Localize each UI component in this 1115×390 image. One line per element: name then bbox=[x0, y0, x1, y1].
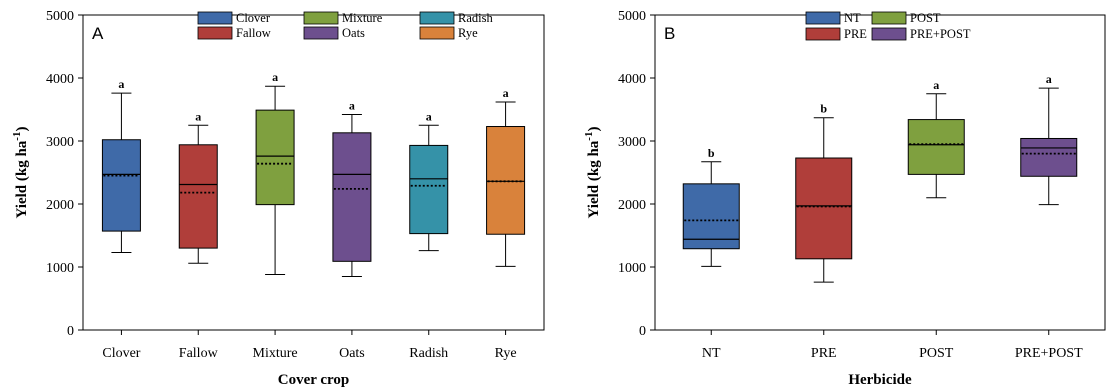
plot-frame bbox=[82, 14, 545, 331]
legend-swatch-post bbox=[871, 11, 907, 25]
y-axis-title: Yield (kg ha-1) bbox=[583, 127, 602, 219]
box-iqr-pre-post bbox=[1020, 137, 1078, 177]
x-tick-label-oats: Oats bbox=[339, 346, 365, 361]
box-nt: b bbox=[682, 146, 740, 267]
y-tick-label: 1000 bbox=[618, 261, 646, 276]
box-clover: a bbox=[101, 77, 141, 254]
y-axis-title-main: Yield (kg ha bbox=[14, 140, 30, 218]
legend-label-radish: Radish bbox=[458, 11, 493, 25]
significance-letter-pre: b bbox=[820, 102, 827, 116]
panel-b: 0 1000 2000 3000 4000 5000 NT PRE POST PRE+POST He… bbox=[583, 9, 1106, 388]
legend-swatch-radish bbox=[419, 11, 455, 25]
y-tick-label: 4000 bbox=[618, 72, 646, 87]
box-pre: b bbox=[795, 102, 853, 283]
box-iqr-nt bbox=[682, 183, 740, 250]
significance-letter-post: a bbox=[933, 78, 939, 92]
box-iqr-fallow bbox=[178, 144, 218, 249]
y-axis-title-main: Yield (kg ha bbox=[586, 140, 602, 218]
legend-label-clover: Clover bbox=[236, 11, 271, 25]
x-tick-label-post: POST bbox=[919, 346, 954, 361]
box-iqr-mixture bbox=[255, 109, 295, 206]
legend-label-pre-post: PRE+POST bbox=[910, 27, 971, 41]
x-tick-label-radish: Radish bbox=[409, 346, 448, 361]
y-tick-label: 5000 bbox=[618, 9, 646, 24]
box-iqr-oats bbox=[332, 132, 372, 262]
significance-letter-mixture: a bbox=[272, 70, 278, 84]
significance-letter-rye: a bbox=[503, 86, 509, 100]
legend-label-oats: Oats bbox=[342, 26, 365, 40]
y-tick-label: 5000 bbox=[46, 9, 74, 24]
y-tick-label: 4000 bbox=[46, 72, 74, 87]
panel-letter: A bbox=[92, 24, 104, 43]
y-tick-label: 3000 bbox=[46, 135, 74, 150]
significance-letter-fallow: a bbox=[195, 109, 201, 123]
box-iqr-radish bbox=[409, 144, 449, 235]
x-axis-title: Herbicide bbox=[848, 372, 912, 388]
box-pre-post: a bbox=[1020, 72, 1078, 206]
y-tick-label: 0 bbox=[639, 324, 646, 339]
legend: NT POST PRE PRE+POST bbox=[805, 11, 971, 41]
significance-letter-pre-post: a bbox=[1046, 72, 1052, 86]
significance-letter-clover: a bbox=[118, 77, 124, 91]
legend-swatch-fallow bbox=[197, 26, 233, 40]
y-tick-label: 2000 bbox=[46, 198, 74, 213]
y-axis-title: Yield (kg ha-1) bbox=[11, 127, 30, 219]
box-iqr-pre bbox=[795, 157, 853, 260]
panel-letter: B bbox=[664, 24, 675, 43]
legend-swatch-pre-post bbox=[871, 27, 907, 41]
x-tick-label-mixture: Mixture bbox=[253, 346, 298, 361]
x-tick-label-pre-post: PRE+POST bbox=[1015, 346, 1083, 361]
legend-swatch-clover bbox=[197, 11, 233, 25]
box-iqr-rye bbox=[486, 126, 526, 235]
box-rye: a bbox=[486, 86, 526, 267]
x-tick-label-pre: PRE bbox=[811, 346, 837, 361]
y-tick-label: 2000 bbox=[618, 198, 646, 213]
significance-letter-oats: a bbox=[349, 99, 355, 113]
y-tick-label: 3000 bbox=[618, 135, 646, 150]
x-tick-label-nt: NT bbox=[702, 346, 721, 361]
box-radish: a bbox=[409, 109, 449, 252]
y-tick-label: 1000 bbox=[46, 261, 74, 276]
legend-swatch-mixture bbox=[303, 11, 339, 25]
legend-label-pre: PRE bbox=[844, 27, 867, 41]
legend-label-post: POST bbox=[910, 11, 941, 25]
x-tick-label-fallow: Fallow bbox=[179, 346, 219, 361]
significance-letter-nt: b bbox=[708, 146, 715, 160]
y-axis-title-superscript: -1 bbox=[11, 132, 23, 141]
y-axis-title-close: ) bbox=[586, 127, 602, 132]
legend-swatch-nt bbox=[805, 11, 841, 25]
legend: Clover Mixture Radish Fallow Oats Rye bbox=[197, 11, 493, 40]
x-tick-label-clover: Clover bbox=[102, 346, 140, 361]
legend-label-nt: NT bbox=[844, 11, 861, 25]
legend-swatch-rye bbox=[419, 26, 455, 40]
legend-label-mixture: Mixture bbox=[342, 11, 383, 25]
x-tick-label-rye: Rye bbox=[495, 346, 517, 361]
x-axis-title: Cover crop bbox=[278, 372, 350, 388]
legend-swatch-pre bbox=[805, 27, 841, 41]
y-axis-title-superscript: -1 bbox=[583, 132, 595, 141]
box-oats: a bbox=[332, 99, 372, 277]
y-tick-label: 0 bbox=[67, 324, 74, 339]
legend-swatch-oats bbox=[303, 26, 339, 40]
box-iqr-clover bbox=[101, 139, 141, 232]
box-fallow: a bbox=[178, 109, 218, 264]
legend-label-fallow: Fallow bbox=[236, 26, 271, 40]
y-axis-title-close: ) bbox=[14, 127, 30, 132]
significance-letter-radish: a bbox=[426, 109, 432, 123]
box-post: a bbox=[907, 78, 965, 199]
legend-label-rye: Rye bbox=[458, 26, 478, 40]
box-iqr-post bbox=[907, 119, 965, 175]
box-mixture: a bbox=[255, 70, 295, 276]
